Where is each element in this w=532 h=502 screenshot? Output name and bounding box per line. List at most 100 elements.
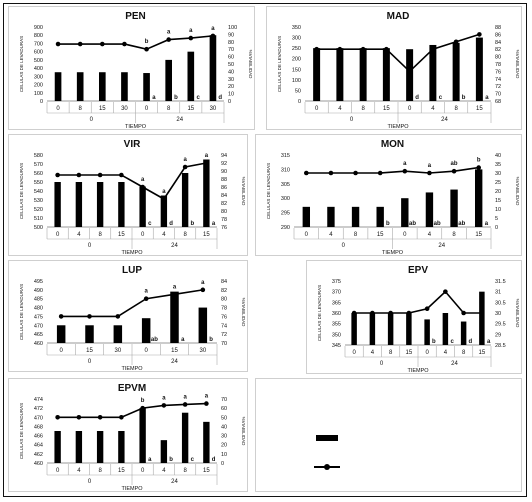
group-label: 0 [350, 117, 354, 123]
y2-tick-label: 100 [228, 25, 237, 31]
data-bar [442, 313, 449, 345]
y2-tick-label: 60 [228, 55, 234, 61]
viability-point [76, 414, 82, 420]
y2-tick-label: 82 [221, 288, 227, 294]
x-tick-label: 15 [475, 232, 482, 238]
y2-tick-label: 29.5 [495, 322, 506, 328]
viability-point [182, 164, 188, 170]
data-bar [369, 313, 376, 345]
x-tick-label: 15 [203, 232, 210, 238]
y2-axis-label: %VIABILIDAD [515, 177, 520, 207]
bar-significance-letter: ab [458, 221, 465, 227]
viability-point [314, 46, 319, 52]
viability-point [430, 46, 436, 52]
x-tick-label: 15 [383, 106, 390, 112]
viability-point [97, 172, 103, 178]
chart-panel-vir: VIR 500 510 520 530 540 550 560 570 580 76 78 80 82 84… [8, 134, 248, 256]
line-significance-letter: a [205, 153, 209, 159]
viability-point [427, 170, 432, 176]
chart-svg: PEN0100200300400500600700800900010203040… [19, 11, 253, 130]
y-tick-label: 470 [34, 415, 43, 421]
x-tick-label: 15 [171, 348, 178, 354]
y-tick-label: 345 [332, 343, 341, 349]
viability-point [200, 287, 206, 293]
bar-significance-letter: b [432, 339, 436, 345]
data-bar [203, 421, 210, 463]
bar-significance-letter: c [196, 95, 200, 101]
bar-significance-letter: d [218, 95, 222, 101]
y-tick-label: 530 [34, 198, 43, 204]
line-significance-letter: b [145, 39, 149, 45]
x-tick-label: 0 [56, 468, 60, 474]
y2-tick-label: 86 [495, 32, 501, 38]
data-bar [313, 48, 321, 101]
y2-tick-label: 88 [221, 177, 227, 183]
viability-point [58, 314, 64, 319]
line-significance-letter: a [403, 161, 407, 167]
y2-tick-label: 0 [495, 225, 498, 231]
y-tick-label: 310 [281, 167, 290, 173]
x-tick-label: 8 [167, 106, 171, 112]
y2-tick-label: 31.5 [495, 279, 506, 285]
y-tick-label: 550 [34, 180, 43, 186]
chart-panel-mon: MON 290 295 300 305 310 315 0 5 10 15 20 25 30 35 40 CEL… [255, 134, 522, 256]
y-tick-label: 300 [34, 74, 43, 80]
y-tick-label: 100 [34, 91, 43, 97]
group-label: 24 [171, 479, 178, 485]
x-axis-label: TIEMPO [121, 486, 143, 492]
data-bar [351, 206, 360, 227]
y-tick-label: 350 [332, 332, 341, 338]
viability-line [57, 402, 207, 419]
viability-point [477, 32, 482, 37]
viability-point [453, 39, 459, 45]
y2-tick-label: 40 [221, 424, 227, 430]
y-tick-label: 360 [332, 311, 341, 317]
y-tick-label: 370 [332, 290, 341, 296]
line-significance-letter: a [162, 395, 166, 401]
data-bar [96, 182, 104, 227]
y-tick-label: 350 [292, 25, 301, 31]
bar-significance-letter: b [462, 95, 466, 101]
viability-point [461, 310, 466, 316]
x-tick-label: 15 [377, 232, 384, 238]
x-tick-label: 8 [452, 232, 456, 238]
data-bar [359, 48, 367, 101]
x-axis-label: TIEMPO [121, 366, 143, 372]
chart-panel-mad: MAD 0 50 100 150 200 250 300 350 68 70 72 74 76 78 80 82… [266, 6, 522, 130]
x-tick-label: 4 [77, 468, 81, 474]
viability-point [337, 46, 343, 52]
data-bar [170, 291, 179, 343]
viability-line [354, 290, 482, 314]
y2-tick-label: 84 [221, 193, 227, 199]
viability-point [210, 33, 216, 39]
line-significance-letter: a [428, 163, 432, 169]
viability-line [58, 35, 214, 51]
y2-tick-label: 74 [221, 323, 227, 329]
y-tick-label: 0 [40, 99, 43, 105]
data-bar [85, 325, 94, 343]
y2-tick-label: 82 [221, 201, 227, 207]
x-tick-label: 0 [59, 348, 63, 354]
bar-significance-letter: d [469, 339, 473, 345]
y-axis-label: CELULAS DE LEVADURAS [19, 284, 24, 340]
y2-tick-label: 28.5 [495, 343, 506, 349]
y-axis-label: CELULAS DE LEVADURAS [266, 163, 271, 219]
y2-tick-label: 94 [221, 153, 227, 159]
y2-tick-label: 70 [221, 397, 227, 403]
x-axis-label: TIEMPO [121, 250, 143, 256]
y2-tick-label: 76 [495, 69, 501, 75]
group-label: 24 [451, 361, 458, 367]
viability-point [76, 172, 82, 178]
x-tick-label: 30 [114, 348, 121, 354]
y-tick-label: 468 [34, 424, 43, 430]
y2-tick-label: 10 [495, 207, 501, 213]
viability-point [115, 314, 121, 319]
y-tick-label: 290 [281, 225, 290, 231]
legend-bar-swatch [316, 435, 338, 441]
y2-tick-label: 86 [221, 185, 227, 191]
viability-point [204, 160, 209, 166]
y-tick-label: 300 [292, 36, 301, 42]
y2-tick-label: 0 [221, 461, 224, 467]
data-bar [118, 431, 125, 463]
y-tick-label: 295 [281, 211, 290, 217]
